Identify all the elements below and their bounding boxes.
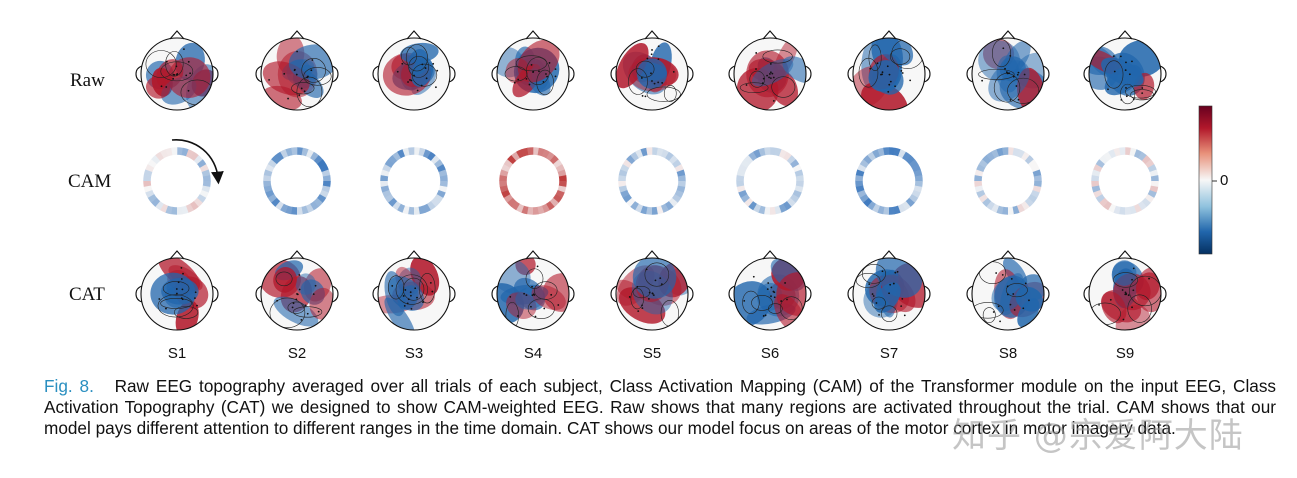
cam-ring xyxy=(263,147,331,215)
raw-topomap xyxy=(610,30,694,111)
cat-topomap xyxy=(610,250,694,331)
colorbar xyxy=(1198,105,1213,255)
cam-ring xyxy=(618,147,686,215)
figure-panel xyxy=(135,30,1217,331)
raw-topomap xyxy=(372,30,456,111)
row-label-cat: CAT xyxy=(69,284,105,305)
cat-topomap xyxy=(728,250,812,331)
watermark: 知乎 @宗爱阿大陆 xyxy=(952,416,1244,456)
row-label-cam: CAM xyxy=(68,171,112,192)
raw-topomap xyxy=(255,30,339,111)
cam-ring xyxy=(1091,147,1159,215)
raw-topomap xyxy=(135,30,219,111)
figure-caption: Fig. 8. Raw EEG topography averaged over… xyxy=(44,376,1276,439)
subject-label: S1 xyxy=(167,345,187,362)
caption-text: Raw EEG topography averaged over all tri… xyxy=(44,376,1277,438)
cat-topomap xyxy=(491,250,575,331)
cam-ring xyxy=(974,147,1042,215)
cat-topomap xyxy=(1083,250,1167,331)
cat-topomap xyxy=(255,250,339,331)
colorbar-tick-label: 0 xyxy=(1220,172,1229,189)
cam-ring xyxy=(499,147,567,215)
raw-topomap xyxy=(491,30,575,111)
clockwise-arrow-icon xyxy=(171,139,224,185)
cat-topomap xyxy=(135,250,219,331)
subject-label: S6 xyxy=(760,345,780,362)
subject-label: S8 xyxy=(998,345,1018,362)
subject-label: S3 xyxy=(404,345,424,362)
subject-label: S9 xyxy=(1115,345,1135,362)
raw-topomap xyxy=(1083,30,1167,111)
cat-topomap xyxy=(966,250,1050,331)
cam-ring xyxy=(855,147,923,215)
figure-number: Fig. 8. xyxy=(44,376,94,396)
cat-topomap xyxy=(847,250,931,331)
cam-ring xyxy=(143,147,211,215)
cam-ring xyxy=(380,147,448,215)
subject-label: S5 xyxy=(642,345,662,362)
raw-topomap xyxy=(966,30,1050,111)
subject-label: S2 xyxy=(287,345,307,362)
row-label-raw: Raw xyxy=(70,70,105,91)
raw-topomap xyxy=(847,30,931,111)
cam-ring xyxy=(736,147,804,215)
cat-topomap xyxy=(372,250,456,331)
subject-label: S4 xyxy=(523,345,543,362)
subject-label: S7 xyxy=(879,345,899,362)
raw-topomap xyxy=(728,30,812,111)
